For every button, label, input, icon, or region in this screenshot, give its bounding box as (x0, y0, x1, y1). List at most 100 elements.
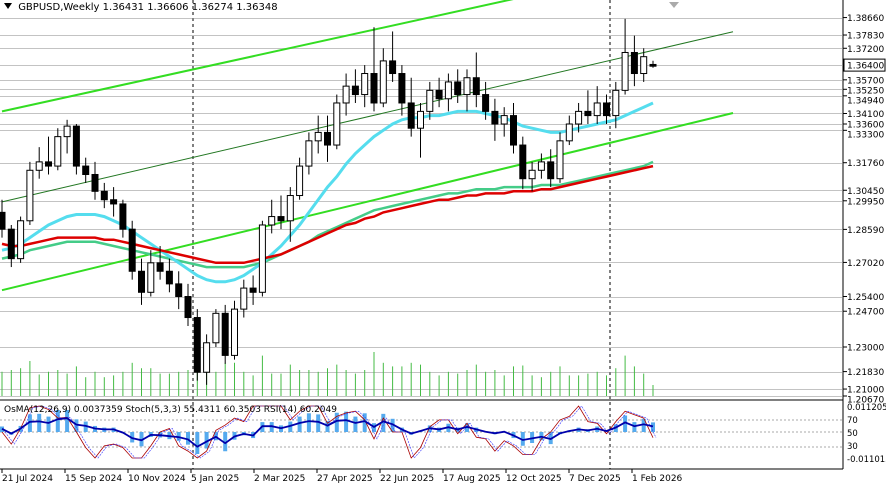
symbol-timeframe: GBPUSD,Weekly (18, 2, 100, 13)
candle-body-59 (547, 161, 555, 180)
channel-mid-line (1, 31, 734, 203)
candle-61 (565, 115, 573, 146)
price-label-10: 1.31760 (847, 159, 884, 169)
candlesticks[interactable] (0, 18, 657, 385)
chart-title: GBPUSD,Weekly 1.36431 1.36606 1.36274 1.… (4, 2, 278, 13)
candle-body-41 (379, 60, 387, 104)
price-label-12: 1.29950 (847, 197, 884, 207)
time-label-6: 22 Jun 2025 (380, 474, 434, 484)
time-label-0: 21 Jul 2024 (2, 474, 53, 484)
candle-body-21 (193, 317, 201, 373)
candle-30 (277, 195, 285, 230)
candle-body-23 (212, 312, 220, 344)
ema-cyan-line (1, 101, 654, 284)
candle-59 (547, 149, 555, 188)
trend-channel[interactable] (1, 0, 734, 292)
time-label-5: 27 Apr 2025 (317, 474, 373, 484)
candle-body-14 (128, 228, 136, 272)
candle-body-29 (268, 216, 276, 226)
price-label-3: 1.36400 (847, 62, 884, 72)
time-label-4: 2 Mar 2025 (254, 474, 305, 484)
candle-body-44 (407, 102, 415, 129)
candle-body-65 (603, 102, 610, 117)
time-label-1: 15 Sep 2024 (65, 474, 122, 484)
osma-bar-5 (46, 416, 51, 432)
stoch-signal-line (4, 405, 657, 459)
candle-23 (212, 309, 220, 347)
candle-0 (0, 199, 6, 238)
osma-bar-69 (641, 418, 646, 432)
candle-body-28 (258, 224, 266, 293)
price-label-14: 1.27020 (847, 259, 884, 269)
candle-body-26 (240, 287, 248, 310)
candle-57 (528, 161, 536, 192)
osc-label-2: 50 (847, 429, 858, 439)
candle-body-37 (342, 85, 350, 104)
candle-24 (221, 304, 229, 364)
candle-1 (7, 224, 15, 268)
osma-bar-3 (27, 414, 32, 432)
osc-label-1: 70 (847, 416, 858, 426)
price-label-20: 1.20670 (847, 396, 884, 406)
osma-bar-67 (623, 415, 628, 432)
candle-body-13 (119, 203, 127, 230)
candle-body-33 (305, 140, 313, 167)
candle-body-53 (491, 110, 499, 125)
candle-41 (379, 48, 387, 108)
ohlc-values: 1.36431 1.36606 1.36274 1.36348 (102, 2, 278, 13)
candle-70 (649, 60, 657, 68)
price-label-11: 1.30450 (847, 187, 884, 197)
osma-bar-36 (334, 412, 339, 432)
candle-body-49 (454, 81, 462, 96)
time-axis: 21 Jul 2024 15 Sep 2024 10 Nov 2024 5 Jan 2… (1, 469, 683, 484)
candle-body-1 (7, 228, 15, 260)
candle-53 (491, 98, 499, 141)
osma-bar-21 (195, 432, 200, 454)
candle-body-6 (54, 136, 62, 167)
candle-body-36 (333, 102, 341, 146)
oscillator-title: OsMA(12,26,9) 0.0037359 Stoch(5,3,3) 55.… (4, 405, 337, 415)
candle-body-48 (444, 81, 452, 100)
price-label-2: 1.37200 (847, 45, 884, 55)
candle-body-10 (91, 173, 99, 192)
osma-bar-37 (344, 411, 349, 432)
osma-bar-41 (381, 413, 386, 432)
osma-bar-56 (520, 432, 525, 446)
candle-5 (45, 136, 52, 175)
candle-13 (119, 199, 127, 238)
candle-2 (17, 216, 25, 263)
candle-body-47 (435, 89, 443, 100)
osma-bar-8 (74, 419, 79, 432)
candle-body-67 (621, 51, 629, 91)
dropdown-triangle-icon[interactable] (4, 3, 12, 9)
candle-body-57 (528, 169, 536, 180)
candle-63 (584, 90, 592, 125)
price-label-1: 1.37830 (847, 32, 884, 42)
osma-bar-6 (55, 410, 60, 432)
candle-body-68 (630, 51, 638, 75)
candle-body-11 (100, 190, 108, 201)
price-label-13: 1.28590 (847, 226, 884, 236)
candle-46 (426, 81, 434, 120)
osma-bar-24 (223, 432, 228, 452)
candle-9 (82, 157, 90, 183)
candle-19 (175, 271, 183, 310)
candle-16 (147, 250, 155, 297)
price-label-4: 1.35700 (847, 76, 884, 86)
candle-body-2 (17, 220, 25, 260)
candle-62 (575, 102, 583, 133)
candle-42 (389, 31, 397, 82)
candle-body-58 (537, 161, 545, 171)
candle-66 (612, 81, 620, 129)
candle-58 (537, 153, 545, 179)
candle-35 (324, 115, 331, 162)
candle-body-38 (351, 85, 359, 96)
candle-20 (184, 283, 192, 326)
osma-bar-42 (390, 418, 395, 432)
chart-shift-marker[interactable] (669, 2, 679, 8)
candle-body-27 (249, 287, 257, 293)
candle-14 (128, 220, 136, 280)
time-label-2: 10 Nov 2024 (128, 474, 186, 484)
